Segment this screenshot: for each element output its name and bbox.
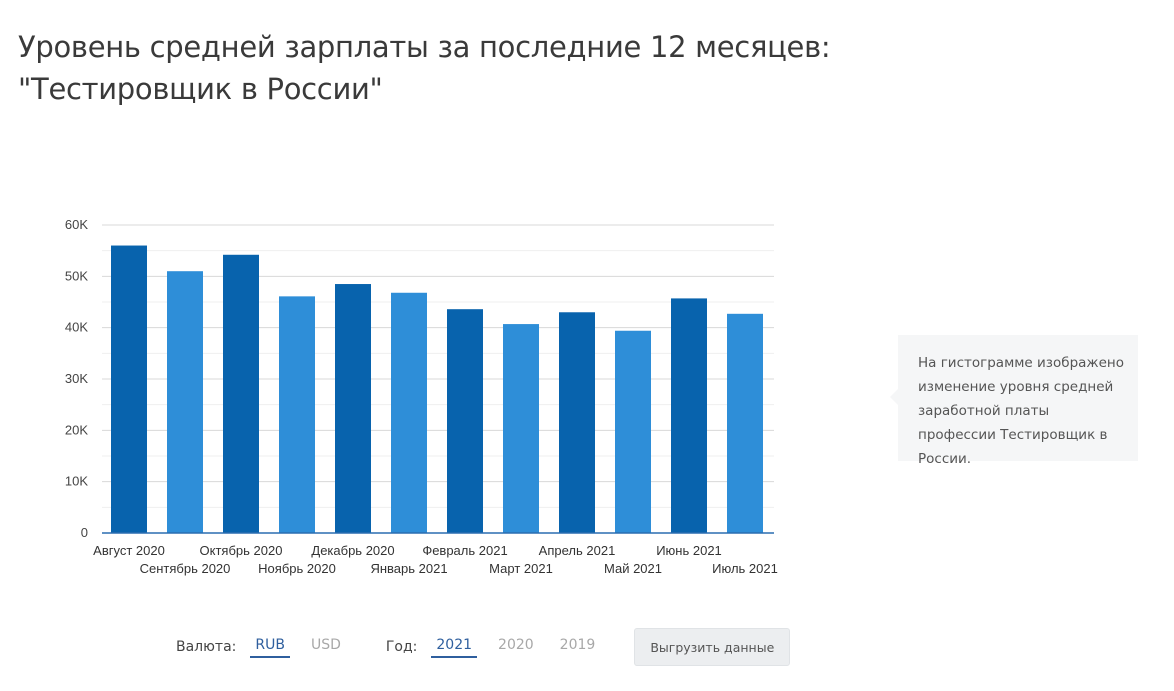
y-axis-tick-labels: 0 10K 20K 30K 40K 50K 60K — [65, 217, 88, 540]
x-tick-label: Ноябрь 2020 — [258, 561, 336, 576]
currency-option-usd[interactable]: USD — [310, 636, 341, 653]
currency-label: Валюта: — [176, 639, 237, 655]
chart-bars — [111, 245, 763, 534]
bar-10[interactable] — [615, 330, 651, 533]
y-tick-label: 30K — [65, 371, 88, 386]
y-tick-label: 60K — [65, 217, 88, 232]
bar-2[interactable] — [167, 271, 203, 533]
x-tick-label: Апрель 2021 — [539, 543, 616, 558]
bar-1[interactable] — [111, 245, 147, 534]
x-tick-label: Май 2021 — [604, 561, 662, 576]
chart-description-tooltip: На гистограмме изображено изменение уров… — [890, 335, 1138, 467]
bar-7[interactable] — [447, 309, 483, 533]
x-axis-tick-labels: Август 2020 Сентябрь 2020 Октябрь 2020 Нояб… — [93, 543, 778, 576]
bar-4[interactable] — [279, 296, 315, 533]
bar-11[interactable] — [671, 298, 707, 533]
x-tick-label: Июль 2021 — [712, 561, 778, 576]
x-tick-label: Июнь 2021 — [656, 543, 722, 558]
y-tick-label: 50K — [65, 268, 88, 283]
page-title-line-1: Уровень средней зарплаты за последние 12… — [18, 30, 831, 64]
currency-option-rub[interactable]: RUB — [250, 637, 290, 658]
x-tick-label: Март 2021 — [489, 561, 553, 576]
year-option-2020[interactable]: 2020 — [498, 636, 534, 653]
x-tick-label: Август 2020 — [93, 543, 165, 558]
x-tick-label: Февраль 2021 — [422, 543, 507, 558]
x-tick-label: Январь 2021 — [370, 561, 447, 576]
year-option-2021[interactable]: 2021 — [431, 637, 478, 658]
bar-5[interactable] — [335, 284, 371, 533]
export-data-button[interactable]: Выгрузить данные — [634, 628, 791, 666]
x-tick-label: Октябрь 2020 — [200, 543, 283, 558]
year-option-2019[interactable]: 2019 — [559, 636, 596, 653]
bar-12[interactable] — [727, 313, 763, 533]
y-tick-label: 20K — [65, 422, 88, 437]
chart-gridlines — [102, 224, 774, 508]
bar-6[interactable] — [391, 292, 427, 533]
x-tick-label: Декабрь 2020 — [311, 543, 394, 558]
year-label: Год: — [385, 639, 418, 655]
bar-9[interactable] — [559, 312, 595, 533]
page-title: Уровень средней зарплаты за последние 12… — [18, 26, 918, 110]
page-title-line-2: "Тестировщик в России" — [18, 72, 383, 106]
y-tick-label: 40K — [65, 320, 88, 335]
y-tick-label: 10K — [65, 474, 88, 489]
chart-controls: Валюта: RUB USD Год: 2021 2020 2019 Выгр… — [176, 628, 791, 666]
x-tick-label: Сентябрь 2020 — [140, 561, 231, 576]
bar-3[interactable] — [223, 254, 259, 534]
tooltip-text: На гистограмме изображено изменение уров… — [918, 355, 1124, 467]
y-tick-label: 0 — [81, 525, 88, 540]
bar-8[interactable] — [503, 324, 539, 533]
